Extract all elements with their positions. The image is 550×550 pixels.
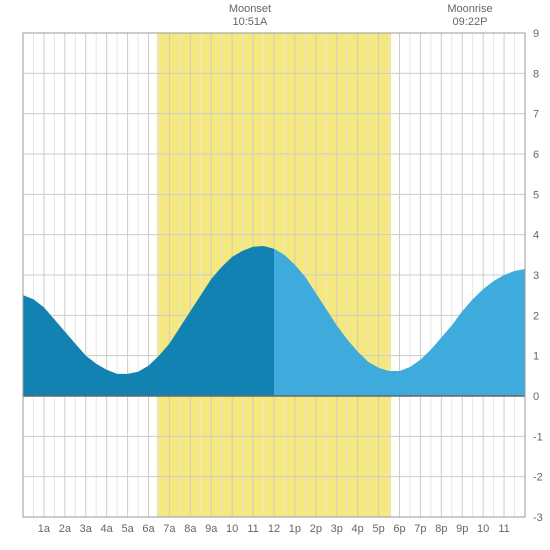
x-tick-label: 3p [331, 523, 343, 535]
chart-svg: 1a2a3a4a5a6a7a8a9a1011121p2p3p4p5p6p7p8p… [0, 0, 550, 550]
x-tick-label: 5p [372, 523, 384, 535]
x-tick-label: 12 [268, 523, 280, 535]
x-tick-label: 7a [163, 523, 176, 535]
x-tick-label: 5a [121, 523, 134, 535]
x-tick-label: 10 [226, 523, 238, 535]
x-tick-label: 9a [205, 523, 218, 535]
moonrise-label: Moonrise [447, 3, 492, 15]
x-tick-label: 2a [59, 523, 72, 535]
moonset-label: Moonset [229, 3, 271, 15]
y-tick-label: 8 [533, 68, 539, 80]
y-tick-label: 7 [533, 109, 539, 121]
x-tick-label: 1a [38, 523, 51, 535]
x-tick-label: 9p [456, 523, 468, 535]
moonset-time: 10:51A [233, 16, 269, 28]
y-tick-label: -1 [533, 431, 543, 443]
y-tick-label: 6 [533, 149, 539, 161]
x-tick-label: 2p [310, 523, 322, 535]
x-tick-label: 4p [352, 523, 364, 535]
y-tick-label: 2 [533, 310, 539, 322]
x-tick-label: 6a [142, 523, 155, 535]
y-tick-label: -2 [533, 472, 543, 484]
x-tick-label: 3a [80, 523, 93, 535]
x-tick-label: 7p [414, 523, 426, 535]
y-tick-label: 1 [533, 351, 539, 363]
moonrise-time: 09:22P [453, 16, 488, 28]
y-tick-label: 0 [533, 391, 539, 403]
x-tick-label: 8a [184, 523, 197, 535]
y-tick-label: -3 [533, 512, 543, 524]
x-tick-label: 11 [247, 523, 258, 535]
x-tick-label: 6p [393, 523, 405, 535]
y-tick-label: 4 [533, 230, 539, 242]
x-tick-label: 4a [101, 523, 114, 535]
y-tick-label: 3 [533, 270, 539, 282]
y-tick-label: 5 [533, 189, 539, 201]
x-tick-label: 1p [289, 523, 301, 535]
x-tick-label: 10 [477, 523, 489, 535]
tide-chart: 1a2a3a4a5a6a7a8a9a1011121p2p3p4p5p6p7p8p… [0, 0, 550, 550]
y-tick-label: 9 [533, 28, 539, 40]
x-tick-label: 11 [498, 523, 509, 535]
x-tick-label: 8p [435, 523, 447, 535]
